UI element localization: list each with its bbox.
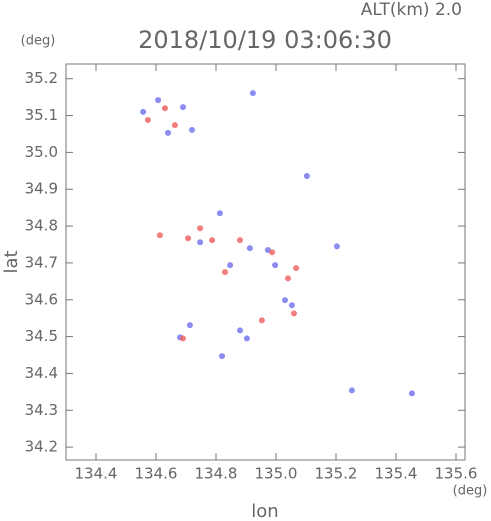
echo-point — [293, 265, 300, 272]
y-tick-label: 34.8 — [25, 217, 58, 235]
echo-point — [269, 249, 276, 256]
echo-point — [155, 97, 162, 104]
echo-point — [237, 237, 243, 244]
echo-point — [249, 90, 256, 97]
echo-point — [165, 129, 171, 136]
x-axis-label: lon — [251, 501, 278, 521]
x-tick-label: 135.2 — [315, 465, 358, 483]
x-tick-label: 134.8 — [195, 465, 238, 483]
echo-point — [219, 353, 225, 360]
chart-title: 2018/10/19 03:06:30 — [138, 26, 392, 54]
echo-point — [237, 327, 243, 334]
echo-point — [180, 335, 186, 342]
echo-point — [180, 104, 186, 111]
x-unit: (deg) — [453, 484, 488, 499]
y-tick-label: 34.9 — [25, 180, 58, 198]
y-tick-label: 34.4 — [25, 364, 58, 382]
plot-frame — [65, 63, 466, 461]
y-tick-label: 34.3 — [25, 401, 58, 419]
echo-point — [197, 225, 204, 232]
x-tick-label: 134.6 — [135, 465, 178, 483]
echo-point — [156, 232, 163, 239]
y-tick-label: 35.2 — [25, 69, 58, 87]
echo-point — [291, 310, 297, 317]
y-tick-label: 34.6 — [25, 290, 58, 308]
x-tick-label: 134.4 — [75, 465, 118, 483]
x-tick-label: 135.0 — [255, 465, 298, 483]
echo-point — [258, 317, 265, 324]
y-tick-label: 34.5 — [25, 327, 58, 345]
echo-point — [227, 262, 234, 269]
echo-point — [348, 387, 355, 394]
echo-point — [303, 172, 310, 179]
echo-point — [222, 269, 228, 276]
echo-point — [197, 239, 204, 246]
y-tick-label: 35.1 — [25, 106, 58, 124]
echo-point — [171, 122, 178, 129]
echo-point — [186, 322, 193, 329]
y-tick-label: 34.7 — [25, 253, 58, 271]
echo-point — [144, 116, 151, 123]
echo-point — [209, 237, 216, 244]
echo-point — [333, 243, 340, 250]
echo-point — [272, 262, 279, 269]
y-tick-label: 35.0 — [25, 143, 58, 161]
echo-point — [408, 390, 415, 397]
altitude-label: ALT(km) 2.0 — [361, 0, 462, 20]
echo-point — [162, 105, 168, 112]
echo-point — [282, 297, 288, 304]
x-tick-label: 135.6 — [435, 465, 478, 483]
echo-point — [243, 335, 250, 342]
echo-point — [216, 210, 223, 217]
y-tick-label: 34.2 — [25, 438, 58, 456]
echo-point — [288, 302, 295, 309]
echo-point — [285, 275, 291, 282]
x-tick-label: 135.4 — [375, 465, 418, 483]
echo-point — [140, 108, 147, 115]
echo-point — [246, 245, 253, 252]
y-unit: (deg) — [21, 34, 56, 49]
echo-point — [185, 235, 192, 242]
echo-point — [189, 126, 195, 133]
y-axis-label: lat — [1, 250, 22, 273]
